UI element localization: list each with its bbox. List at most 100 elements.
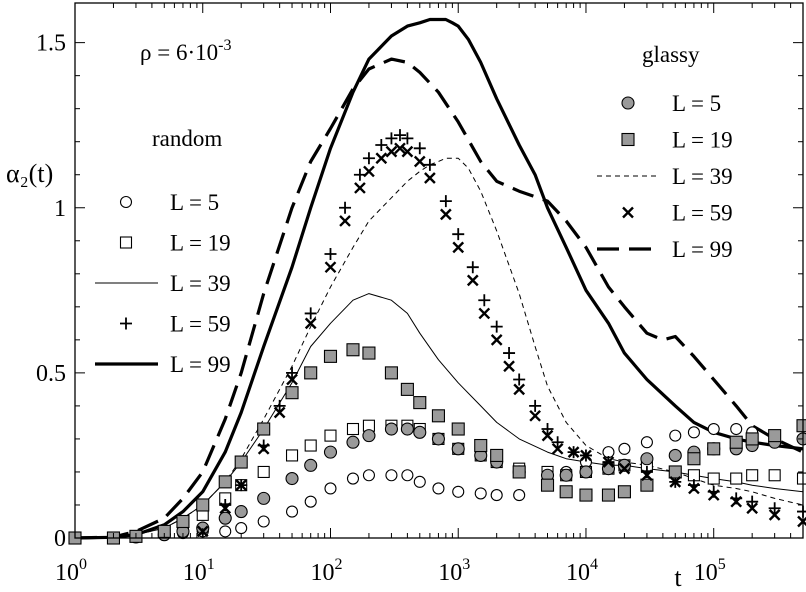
data-point-glassy-59	[304, 317, 317, 330]
data-point-glassy-19	[176, 514, 190, 529]
data-point-glassy-59	[273, 406, 286, 419]
x-tick-label-exponent: 3	[462, 556, 470, 573]
data-point-random-19	[768, 469, 781, 482]
data-point-random-5	[362, 469, 375, 482]
x-tick-label-exponent: 4	[590, 556, 598, 573]
x-tick-label-base: 10	[310, 560, 334, 586]
data-point-glassy-5	[413, 425, 427, 439]
legend-label-glassy-39: L = 39	[672, 164, 733, 189]
data-point-glassy-59	[354, 182, 366, 194]
data-point-glassy-59	[618, 462, 631, 475]
data-point-random-5	[669, 429, 682, 442]
data-point-random-59	[324, 247, 337, 260]
data-point-random-19	[257, 465, 270, 479]
data-point-random-59	[746, 495, 759, 508]
legend-label-random-39: L = 39	[170, 271, 231, 296]
data-point-random-19	[707, 472, 720, 485]
data-point-random-19	[687, 469, 700, 482]
data-point-glassy-59	[551, 442, 564, 455]
data-point-glassy-5	[431, 432, 445, 446]
series-markers-glassy-59	[196, 142, 806, 538]
data-point-glassy-59	[401, 145, 414, 158]
data-point-glassy-59	[567, 446, 580, 458]
data-point-random-19	[285, 449, 299, 462]
data-point-random-5	[452, 485, 465, 498]
data-point-random-5	[385, 469, 398, 482]
x-tick-label-base: 10	[55, 560, 79, 586]
data-point-random-59	[490, 320, 503, 333]
data-point-glassy-19	[304, 366, 318, 380]
data-point-glassy-59	[257, 442, 270, 455]
data-point-glassy-19	[490, 448, 504, 462]
legend-symbol-random-5	[119, 195, 133, 209]
data-point-random-5	[602, 446, 615, 459]
data-point-random-59	[385, 132, 398, 145]
data-point-glassy-19	[617, 485, 631, 499]
x-tick-label-exponent: 1	[207, 556, 215, 573]
data-point-random-5	[413, 475, 426, 488]
legend-label-random-19: L = 19	[170, 231, 231, 256]
data-point-random-59	[304, 307, 317, 320]
data-point-glassy-5	[285, 472, 299, 486]
x-tick-label-exponent: 5	[718, 556, 726, 573]
data-point-glassy-19	[218, 475, 232, 489]
data-point-glassy-59	[413, 155, 426, 168]
data-point-glassy-5	[362, 429, 376, 443]
legend-label-glassy-19: L = 19	[672, 128, 733, 153]
data-point-random-59	[375, 139, 388, 152]
data-point-glassy-59	[541, 429, 554, 442]
data-point-glassy-5	[218, 511, 232, 525]
data-point-glassy-59	[602, 456, 615, 468]
data-point-glassy-19	[362, 346, 376, 360]
data-point-glassy-59	[324, 261, 337, 274]
data-point-glassy-19	[196, 498, 210, 512]
data-point-random-5	[640, 436, 653, 449]
data-point-glassy-19	[601, 488, 616, 502]
data-point-glassy-5	[384, 422, 398, 436]
data-point-glassy-5	[601, 462, 616, 476]
data-point-random-59	[797, 505, 806, 518]
data-point-glassy-59	[339, 215, 351, 227]
data-point-random-59	[423, 158, 436, 171]
data-point-random-59	[452, 228, 465, 241]
data-point-glassy-59	[235, 479, 248, 492]
data-point-glassy-19	[234, 455, 248, 469]
density-annotation: ρ = 6·10-3	[140, 37, 231, 65]
data-point-glassy-5	[257, 491, 271, 505]
data-point-random-59	[401, 132, 414, 145]
data-point-glassy-5	[559, 468, 573, 482]
series-line-glassy-99	[74, 57, 804, 540]
data-point-glassy-59	[439, 208, 452, 221]
data-point-random-5	[401, 469, 414, 482]
data-point-random-59	[339, 201, 352, 214]
data-point-glassy-5	[640, 452, 654, 466]
data-point-random-19	[796, 472, 806, 485]
data-point-random-5	[513, 489, 526, 502]
data-point-glassy-59	[452, 241, 465, 254]
plot-frame	[74, 2, 804, 539]
data-point-glassy-59	[466, 274, 479, 287]
x-tick-label: 103	[438, 556, 470, 586]
data-point-glassy-19	[323, 349, 338, 363]
x-tick-label-base: 10	[438, 560, 462, 586]
data-point-glassy-59	[375, 152, 388, 165]
data-point-glassy-59	[768, 509, 781, 521]
data-point-glassy-59	[707, 489, 720, 501]
data-point-glassy-19	[707, 442, 721, 456]
data-point-glassy-19	[745, 432, 759, 446]
data-point-glassy-5	[617, 458, 631, 472]
data-point-random-59	[439, 195, 452, 208]
legend-label-random-5: L = 5	[170, 190, 219, 215]
data-point-random-5	[304, 495, 317, 508]
data-point-random-19	[746, 469, 759, 482]
data-point-glassy-59	[746, 502, 759, 515]
series-markers-glassy-19	[68, 343, 806, 545]
data-point-random-59	[466, 261, 479, 274]
legend-label-glassy-5: L = 5	[672, 91, 721, 116]
series-line-random-99	[74, 17, 804, 540]
legend-label-random-99: L = 99	[170, 352, 231, 377]
data-point-glassy-19	[796, 419, 806, 433]
data-point-glassy-19	[285, 386, 299, 400]
data-point-random-59	[478, 294, 491, 307]
legend-title-glassy: glassy	[642, 42, 700, 67]
